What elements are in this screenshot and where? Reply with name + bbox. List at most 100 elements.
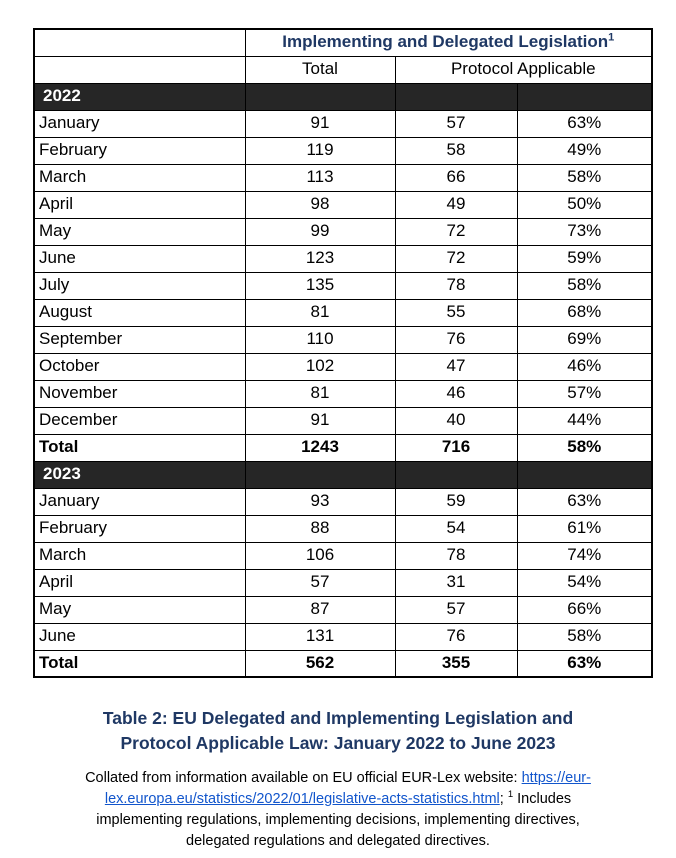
protocol-percent-cell: 44%: [516, 406, 653, 435]
protocol-value-cell: 40: [394, 406, 518, 435]
protocol-value-cell: 72: [394, 244, 518, 273]
footnote-line2-tail: Includes: [513, 791, 572, 807]
month-data-row: March 113 66 58%: [33, 163, 653, 192]
protocol-percent-cell: 58%: [516, 622, 653, 651]
month-cell: July: [33, 271, 246, 300]
month-data-row: September 110 76 69%: [33, 325, 653, 354]
protocol-percent-cell: 61%: [516, 514, 653, 543]
total-value-cell: 81: [244, 298, 396, 327]
total-value-cell: 113: [244, 163, 396, 192]
total-sum-cell: 562: [244, 649, 396, 678]
footnote-line-4: delegated regulations and delegated dire…: [186, 833, 490, 849]
month-data-row: May 87 57 66%: [33, 595, 653, 624]
section-total-row: Total 562 355 63%: [33, 649, 653, 678]
protocol-sum-cell: 355: [394, 649, 518, 678]
protocol-sum-cell: 716: [394, 433, 518, 462]
month-data-row: February 88 54 61%: [33, 514, 653, 543]
month-cell: March: [33, 163, 246, 192]
month-data-row: July 135 78 58%: [33, 271, 653, 300]
total-value-cell: 119: [244, 136, 396, 165]
protocol-value-cell: 57: [394, 109, 518, 138]
year-band-label: 2023: [33, 460, 246, 489]
protocol-percent-cell: 54%: [516, 568, 653, 597]
protocol-percent-cell: 74%: [516, 541, 653, 570]
total-value-cell: 88: [244, 514, 396, 543]
month-cell: April: [33, 568, 246, 597]
protocol-value-cell: 76: [394, 622, 518, 651]
month-cell: February: [33, 514, 246, 543]
total-value-cell: 106: [244, 541, 396, 570]
month-cell: January: [33, 487, 246, 516]
month-data-row: April 57 31 54%: [33, 568, 653, 597]
year-band-empty-cell: [516, 460, 653, 489]
protocol-percent-cell: 69%: [516, 325, 653, 354]
protocol-percent-cell: 73%: [516, 217, 653, 246]
protocol-percent-cell: 57%: [516, 379, 653, 408]
protocol-percent-cell: 50%: [516, 190, 653, 219]
total-value-cell: 98: [244, 190, 396, 219]
protocol-percent-cell: 68%: [516, 298, 653, 327]
year-band-empty-cell: [394, 460, 518, 489]
month-data-row: August 81 55 68%: [33, 298, 653, 327]
month-data-row: April 98 49 50%: [33, 190, 653, 219]
protocol-value-cell: 66: [394, 163, 518, 192]
protocol-value-cell: 57: [394, 595, 518, 624]
month-data-row: January 91 57 63%: [33, 109, 653, 138]
month-data-row: June 123 72 59%: [33, 244, 653, 273]
total-value-cell: 102: [244, 352, 396, 381]
protocol-value-cell: 59: [394, 487, 518, 516]
month-data-row: June 131 76 58%: [33, 622, 653, 651]
total-value-cell: 87: [244, 595, 396, 624]
total-value-cell: 91: [244, 109, 396, 138]
total-value-cell: 135: [244, 271, 396, 300]
footnote-separator: ;: [499, 791, 508, 807]
protocol-percent-cell: 63%: [516, 487, 653, 516]
month-cell: November: [33, 379, 246, 408]
protocol-percent-cell: 58%: [516, 271, 653, 300]
protocol-value-cell: 54: [394, 514, 518, 543]
table-title: Implementing and Delegated Legislation1: [244, 28, 653, 57]
total-value-cell: 99: [244, 217, 396, 246]
total-value-cell: 81: [244, 379, 396, 408]
year-band-empty-cell: [244, 460, 396, 489]
month-cell: December: [33, 406, 246, 435]
month-cell: October: [33, 352, 246, 381]
protocol-percent-cell: 46%: [516, 352, 653, 381]
percent-sum-cell: 63%: [516, 649, 653, 678]
caption-line-2: Protocol Applicable Law: January 2022 to…: [120, 733, 556, 753]
month-data-row: February 119 58 49%: [33, 136, 653, 165]
total-label-cell: Total: [33, 433, 246, 462]
month-cell: June: [33, 244, 246, 273]
year-band-row: 2023: [33, 460, 653, 489]
eur-lex-link[interactable]: https://eur-: [521, 770, 591, 786]
eur-lex-link[interactable]: lex.europa.eu/statistics/2022/01/legisla…: [104, 791, 500, 807]
year-band-empty-cell: [244, 82, 396, 111]
protocol-value-cell: 76: [394, 325, 518, 354]
footnote-marker-superscript: 1: [507, 789, 514, 801]
protocol-value-cell: 55: [394, 298, 518, 327]
total-value-cell: 123: [244, 244, 396, 273]
year-band-empty-cell: [516, 82, 653, 111]
column-header-row: Total Protocol Applicable: [33, 55, 653, 84]
caption-line-1: Table 2: EU Delegated and Implementing L…: [102, 708, 574, 728]
table-title-text: Implementing and Delegated Legislation: [282, 32, 609, 52]
month-data-row: October 102 47 46%: [33, 352, 653, 381]
protocol-percent-cell: 59%: [516, 244, 653, 273]
total-value-cell: 93: [244, 487, 396, 516]
month-cell: April: [33, 190, 246, 219]
month-data-row: March 106 78 74%: [33, 541, 653, 570]
total-value-cell: 91: [244, 406, 396, 435]
section-total-row: Total 1243 716 58%: [33, 433, 653, 462]
protocol-value-cell: 72: [394, 217, 518, 246]
protocol-percent-cell: 49%: [516, 136, 653, 165]
protocol-percent-cell: 66%: [516, 595, 653, 624]
protocol-value-cell: 31: [394, 568, 518, 597]
month-cell: January: [33, 109, 246, 138]
total-value-cell: 57: [244, 568, 396, 597]
footnote-line-3: implementing regulations, implementing d…: [96, 812, 580, 828]
column-header-protocol-applicable: Protocol Applicable: [394, 55, 653, 84]
month-cell: May: [33, 217, 246, 246]
month-cell: August: [33, 298, 246, 327]
protocol-value-cell: 78: [394, 271, 518, 300]
month-cell: September: [33, 325, 246, 354]
